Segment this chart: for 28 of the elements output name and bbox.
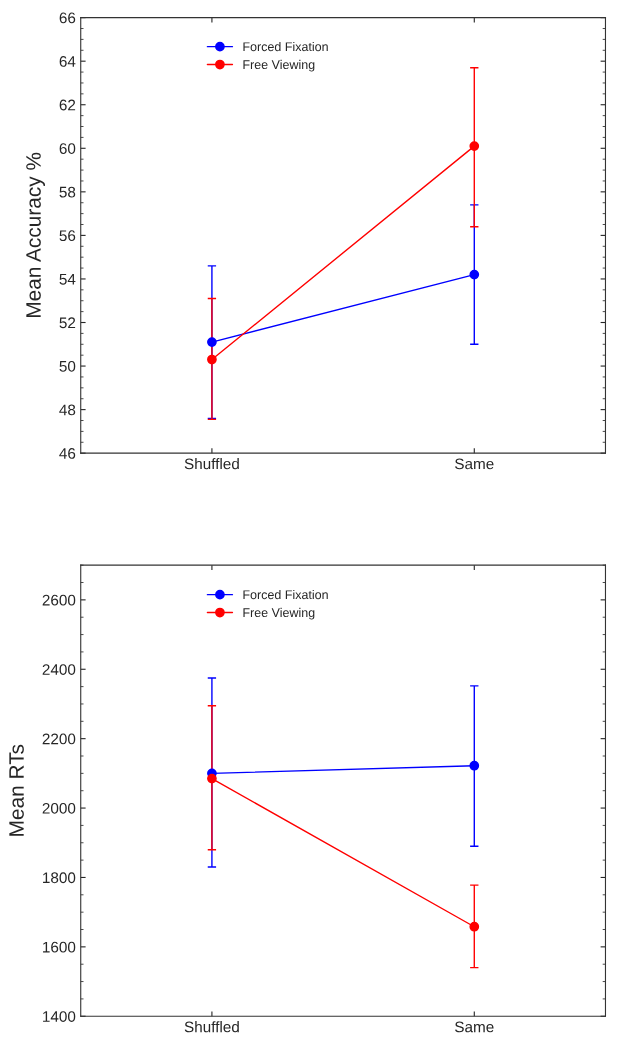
x-tick-label: Shuffled bbox=[184, 1021, 239, 1033]
legend-label: Free Viewing bbox=[243, 59, 315, 72]
y-tick-label: 1400 bbox=[43, 1011, 76, 1022]
y-tick-label: 2400 bbox=[42, 664, 76, 675]
y-axis-title: Mean Accuracy % bbox=[26, 152, 45, 318]
y-tick-label: 2600 bbox=[42, 594, 76, 606]
y-tick-label: 48 bbox=[59, 404, 76, 416]
y-tick-label: 50 bbox=[59, 360, 76, 372]
x-tick-label: Same bbox=[455, 458, 494, 470]
y-tick-label: 2200 bbox=[42, 733, 76, 745]
y-tick-label: 1600 bbox=[43, 941, 76, 953]
y-tick-label: 62 bbox=[59, 99, 76, 111]
y-tick-label: 52 bbox=[59, 317, 76, 329]
y-tick-label: 60 bbox=[59, 143, 76, 154]
y-tick-label: 2000 bbox=[42, 802, 76, 814]
y-tick-label: 64 bbox=[59, 56, 76, 67]
y-tick-label: 54 bbox=[59, 273, 76, 285]
legend-label: Forced Fixation bbox=[243, 41, 328, 52]
y-tick-label: 56 bbox=[59, 230, 76, 242]
y-axis-title: Mean RTs bbox=[9, 744, 24, 836]
y-tick-label: 1800 bbox=[43, 872, 76, 884]
y-tick-label: 58 bbox=[59, 186, 76, 198]
legend-label: Free Viewing bbox=[243, 607, 315, 620]
x-tick-label: Shuffled bbox=[184, 458, 239, 470]
y-tick-label: 46 bbox=[59, 448, 76, 459]
legend-label: Forced Fixation bbox=[243, 589, 328, 600]
y-tick-label: 66 bbox=[59, 12, 76, 24]
x-tick-label: Same bbox=[455, 1021, 494, 1033]
